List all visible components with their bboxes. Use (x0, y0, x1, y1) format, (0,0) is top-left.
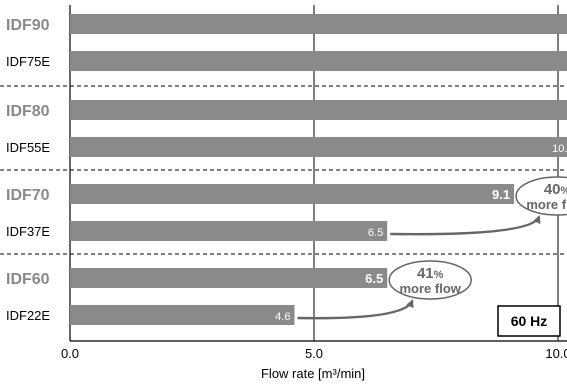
increase-callout (388, 260, 472, 300)
more-flow-text: more flow (399, 281, 461, 296)
model-label: IDF55E (6, 140, 50, 155)
increase-percent: 40% (544, 181, 567, 198)
x-axis-label: Flow rate [m³/min] (261, 366, 365, 381)
model-label: IDF60 (6, 271, 50, 288)
bar-value-label: 6.5 (368, 227, 383, 239)
model-label: IDF80 (6, 103, 50, 120)
bar-value-label: 6.5 (365, 271, 383, 286)
x-tick-label: 0.0 (61, 346, 79, 361)
x-tick-label: 10.0 (545, 346, 567, 361)
bar-value-label: 10.4 (552, 143, 567, 155)
frequency-badge: 60 Hz (497, 305, 561, 337)
model-label: IDF90 (6, 17, 50, 34)
bar-idf70 (70, 184, 515, 204)
model-label: IDF70 (6, 187, 50, 204)
frequency-box (497, 305, 561, 337)
increase-callouts: 24%more flow31%more flow40%more flow41%m… (297, 176, 567, 320)
model-label: IDF22E (6, 308, 50, 323)
model-labels: IDF90 IDF75E IDF80 IDF55E IDF70 IDF37E IDF60 ID… (6, 17, 50, 323)
bar-value-label: 9.1 (492, 187, 510, 202)
percent-sign: % (561, 185, 567, 197)
increase-arrow (297, 299, 414, 320)
increase-percent: 41% (417, 265, 444, 282)
bar-idf60 (70, 268, 388, 288)
increase-arrow (390, 215, 541, 236)
more-flow-text: more flow (526, 197, 567, 212)
bar-idf80 (70, 100, 567, 120)
bar-idf22e (70, 305, 295, 325)
increase-value: 41 (417, 265, 434, 282)
model-label: IDF75E (6, 54, 50, 69)
bar-idf37e (70, 221, 388, 241)
model-label: IDF37E (6, 224, 50, 239)
x-axis: 0.05.010.015.0 (61, 346, 567, 361)
frequency-label: 60 Hz (511, 313, 548, 329)
bars: 16.413.213.610.49.16.56.54.6 (70, 14, 567, 325)
bar-idf55e (70, 137, 567, 157)
group-separators (0, 85, 567, 255)
x-tick-label: 5.0 (305, 346, 323, 361)
bar-idf75e (70, 51, 567, 71)
bar-idf90 (70, 14, 567, 34)
bar-value-label: 4.6 (275, 311, 290, 323)
increase-callout (515, 176, 567, 216)
increase-value: 40 (544, 181, 561, 198)
percent-sign: % (434, 269, 444, 281)
